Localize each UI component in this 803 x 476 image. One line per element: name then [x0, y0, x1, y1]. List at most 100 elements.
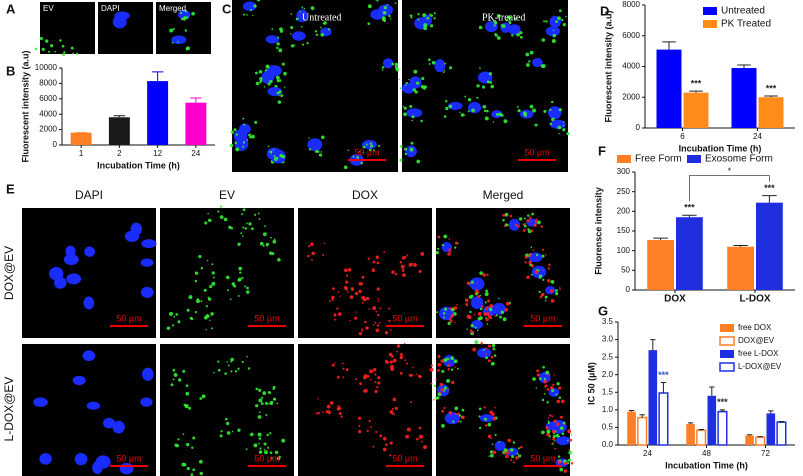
vesicle	[320, 151, 323, 153]
vesicle	[250, 227, 254, 231]
error-bar	[757, 436, 763, 438]
vesicle	[480, 305, 484, 308]
vesicle	[251, 135, 255, 139]
x-tick-label: L-DOX	[739, 294, 770, 305]
vesicle	[235, 147, 240, 152]
vesicle	[485, 289, 488, 293]
vesicle	[563, 469, 568, 473]
vesicle	[538, 277, 541, 280]
vesicle	[210, 312, 214, 316]
vesicle	[515, 456, 519, 460]
vesicle	[460, 113, 465, 117]
vesicle	[475, 293, 478, 296]
vesicle	[443, 70, 446, 72]
vesicle	[259, 241, 264, 246]
vesicle	[466, 314, 471, 319]
vesicle	[307, 254, 310, 258]
vesicle	[362, 390, 365, 393]
vesicle	[194, 310, 197, 314]
vesicle	[181, 462, 186, 467]
vesicle	[251, 14, 254, 17]
vesicle	[326, 404, 331, 409]
vesicle	[302, 43, 305, 46]
vesicle	[242, 141, 246, 144]
vesicle	[504, 308, 509, 312]
vesicle	[237, 278, 241, 282]
vesicle	[450, 314, 454, 318]
vesicle	[185, 384, 189, 388]
vesicle	[452, 420, 455, 423]
vesicle	[45, 39, 49, 43]
vesicle	[258, 411, 261, 413]
vesicle	[201, 394, 206, 399]
vesicle	[311, 251, 316, 256]
x-tick-label: 6	[680, 132, 685, 141]
vesicle	[230, 370, 233, 373]
vesicle	[534, 270, 539, 274]
vesicle	[173, 315, 176, 318]
vesicle	[415, 81, 420, 85]
vesicle	[226, 289, 229, 292]
vesicle	[290, 44, 295, 48]
vesicle	[558, 9, 562, 13]
vesicle	[410, 401, 412, 404]
vesicle	[486, 109, 489, 113]
vesicle	[325, 410, 329, 414]
vesicle	[188, 406, 192, 410]
vesicle	[231, 282, 236, 286]
vesicle	[166, 326, 171, 330]
error-bar	[151, 71, 164, 82]
vesicle	[265, 64, 270, 69]
vesicle	[241, 360, 244, 364]
vesicle	[479, 67, 481, 70]
vesicle	[517, 225, 520, 228]
vesicle	[523, 113, 528, 117]
vesicle	[255, 404, 259, 408]
vesicle	[453, 359, 458, 364]
error-bar	[698, 429, 704, 431]
vesicle	[244, 285, 247, 288]
vesicle	[531, 212, 535, 216]
vesicle	[391, 355, 394, 358]
vesicle	[366, 429, 369, 432]
error-bar	[764, 95, 778, 98]
nucleus	[33, 397, 48, 408]
vesicle	[336, 407, 340, 411]
y-axis-label: Fluorensce intensity	[593, 187, 603, 275]
vesicle	[447, 367, 451, 371]
vesicle	[230, 130, 234, 134]
vesicle	[446, 357, 450, 361]
vesicle	[488, 72, 493, 76]
vesicle	[50, 44, 54, 48]
legend-label: Exosome Form	[705, 154, 773, 165]
vesicle	[342, 376, 345, 379]
cells	[315, 342, 434, 457]
vesicle	[458, 414, 462, 417]
micrograph	[436, 208, 570, 338]
vesicle	[370, 144, 374, 148]
bar	[648, 350, 658, 445]
vesicle	[423, 85, 427, 89]
vesicle	[440, 388, 444, 392]
vesicle	[505, 18, 509, 22]
nucleus	[238, 123, 251, 135]
vesicle	[558, 396, 562, 399]
vesicle	[454, 241, 458, 245]
vesicle	[503, 224, 507, 228]
y-tick-label: 1.0	[602, 405, 614, 414]
vesicle	[389, 360, 393, 364]
vesicle	[482, 105, 487, 109]
vesicle	[511, 34, 514, 37]
error-bar	[639, 414, 645, 418]
vesicle	[535, 387, 538, 389]
vesicle	[267, 402, 269, 405]
y-tick-label: 3.5	[602, 317, 614, 326]
vesicle	[473, 313, 476, 316]
y-tick-label: 4000	[622, 62, 640, 71]
vesicle	[553, 419, 557, 423]
vesicle	[198, 254, 202, 259]
legend-swatch	[719, 336, 735, 346]
vesicle	[375, 328, 380, 333]
vesicle	[182, 433, 185, 435]
vesicle	[428, 62, 431, 65]
